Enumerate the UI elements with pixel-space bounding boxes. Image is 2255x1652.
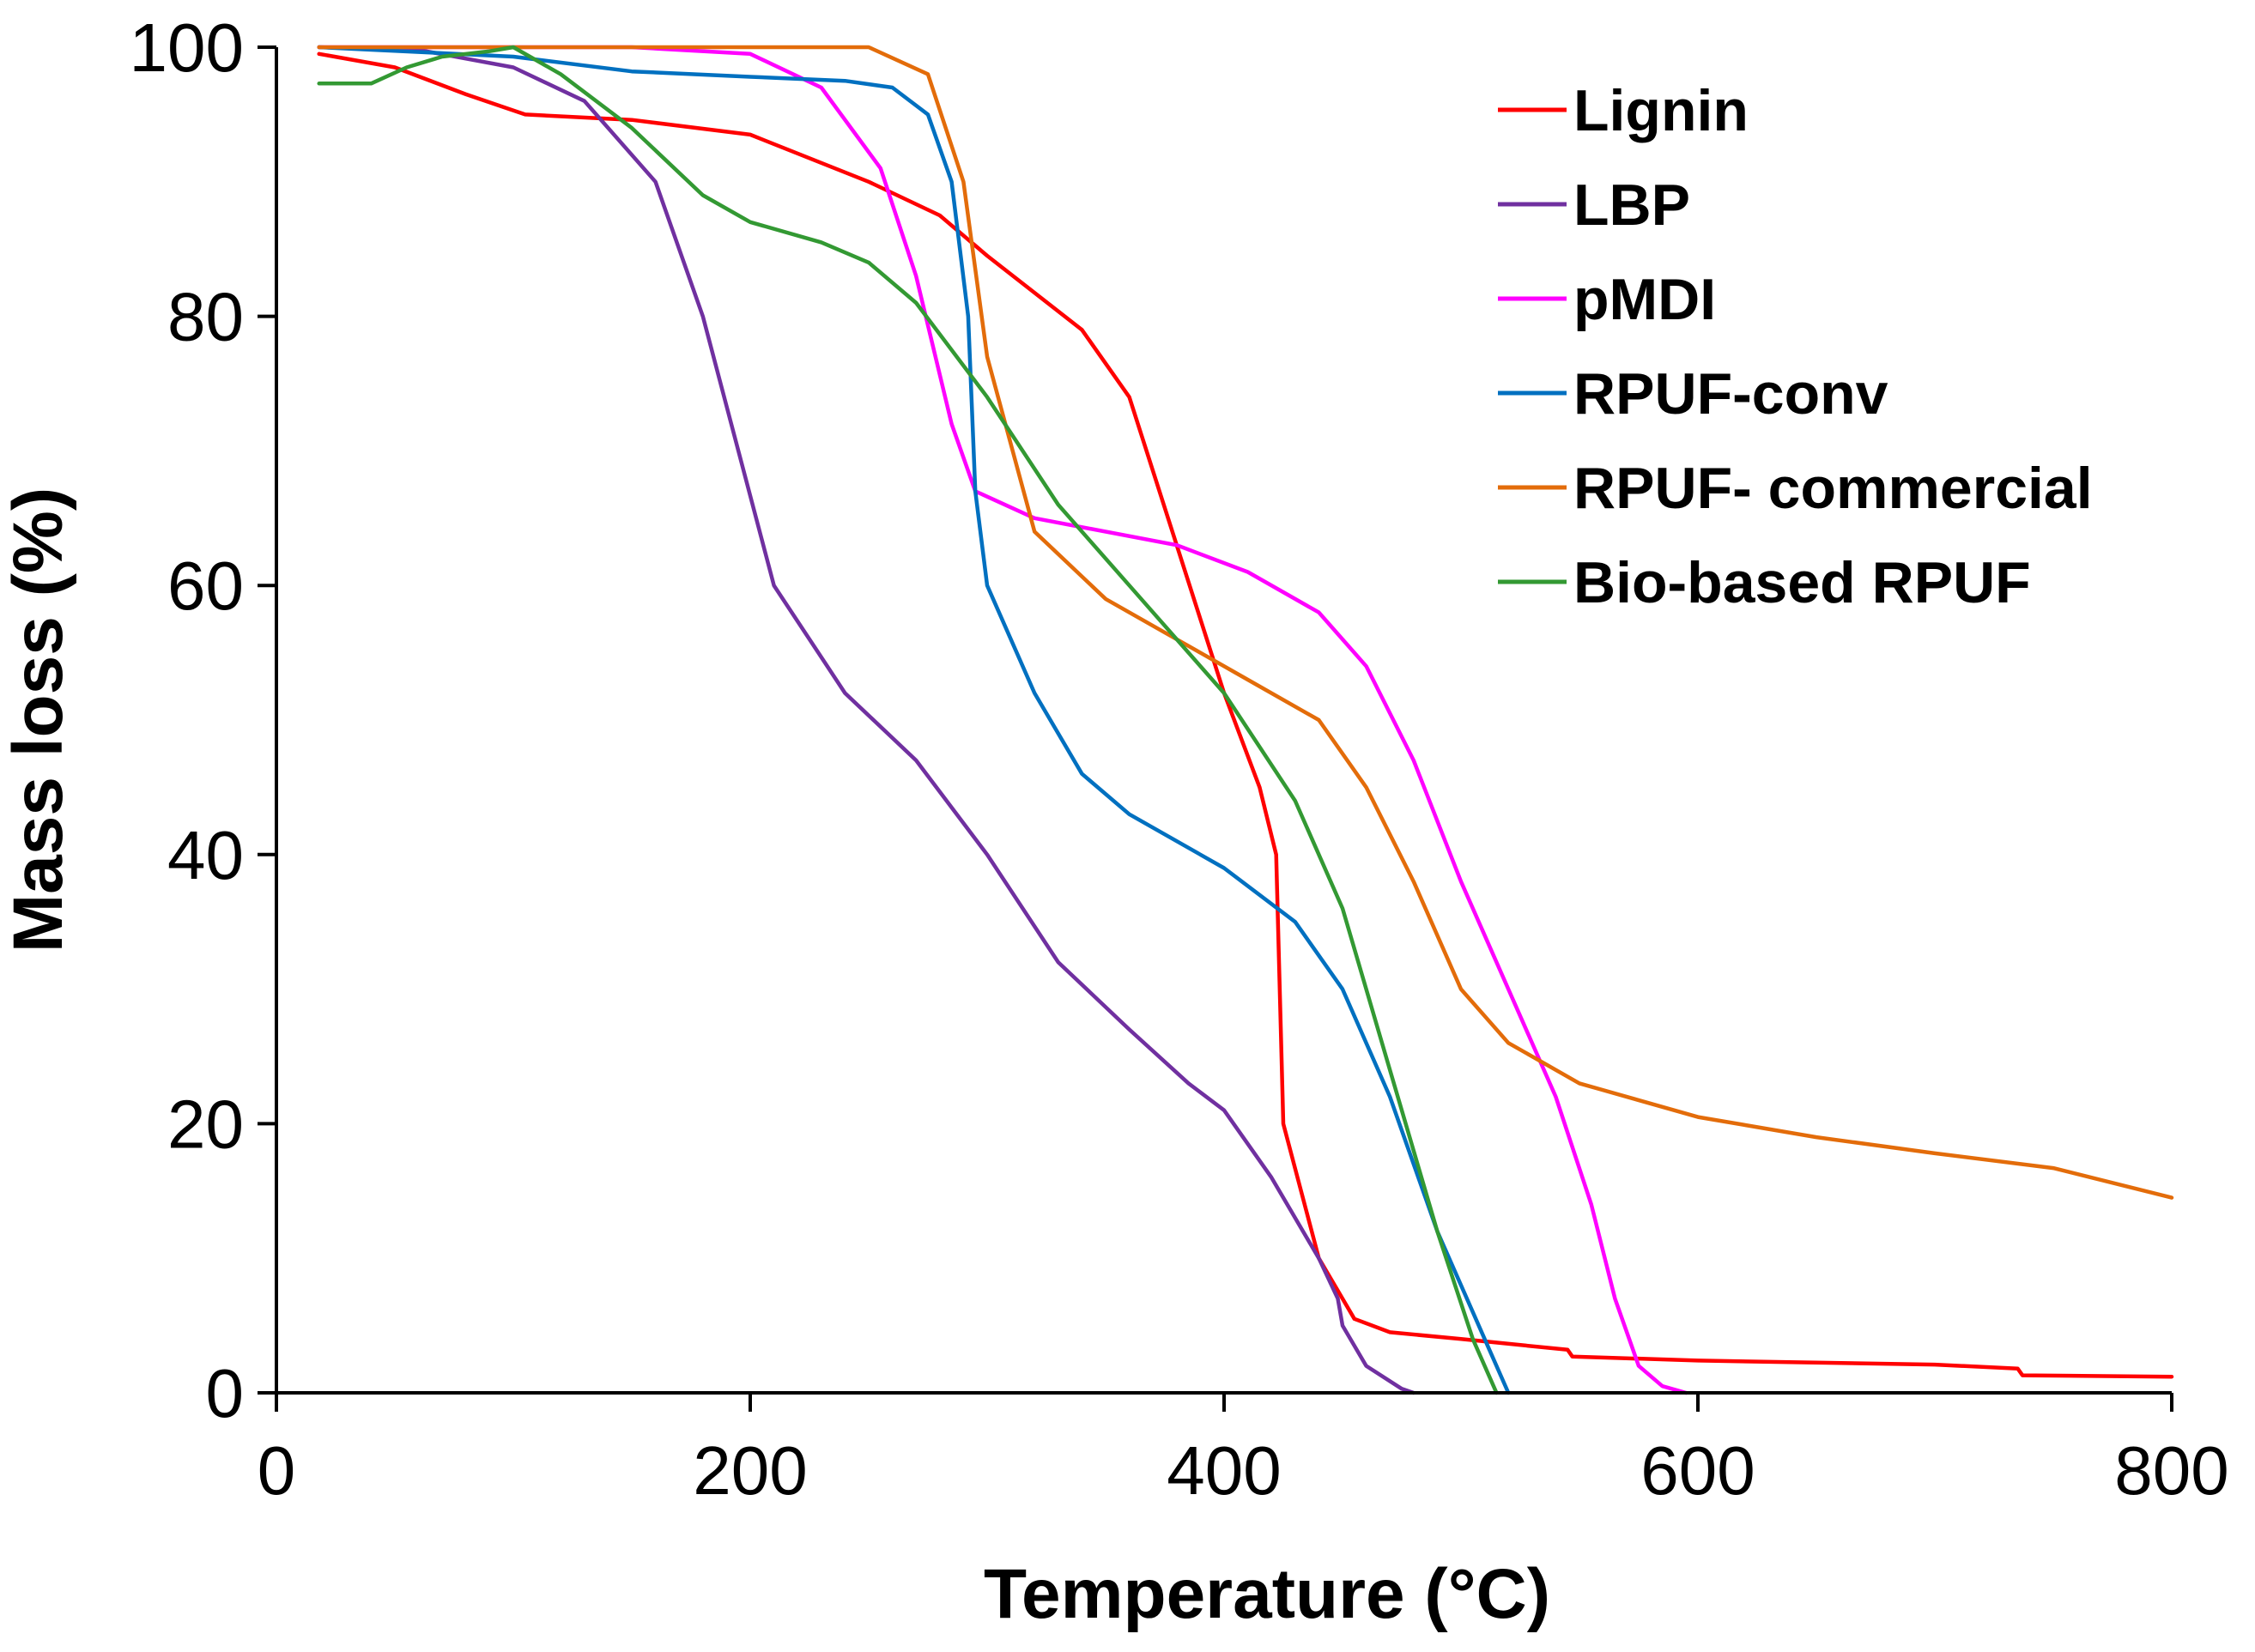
legend-label-rpuf-commercial: RPUF- commercial [1573, 456, 2093, 521]
x-axis-ticks: 0 200 400 600 800 [258, 1393, 2229, 1509]
series-line-bio-based-rpuf [317, 45, 1499, 1395]
x-tick-label: 0 [258, 1432, 296, 1509]
x-tick-label: 400 [1167, 1432, 1281, 1509]
y-axis-title: Mass loss (%) [0, 487, 77, 953]
legend-label-bio-based-rpuf: Bio-based RPUF [1573, 550, 2031, 615]
y-tick-label: 100 [130, 9, 244, 86]
y-tick-label: 0 [206, 1355, 245, 1431]
legend: Lignin LBP pMDI RPUF-conv RPUF- commercial Bi… [1498, 78, 2093, 615]
x-axis-title: Temperature (°C) [984, 1555, 1550, 1633]
x-tick-label: 800 [2114, 1432, 2228, 1509]
legend-label-rpuf-conv: RPUF-conv [1573, 361, 1888, 427]
y-axis-ticks: 0 20 40 60 80 100 [130, 9, 276, 1431]
y-tick-label: 60 [167, 548, 244, 624]
y-tick-label: 80 [167, 279, 244, 355]
legend-label-lbp: LBP [1573, 172, 1690, 238]
x-tick-label: 600 [1640, 1432, 1755, 1509]
series-line-lbp [317, 45, 1416, 1395]
x-tick-label: 200 [693, 1432, 807, 1509]
legend-label-pmdi: pMDI [1573, 267, 1716, 332]
y-tick-label: 40 [167, 817, 244, 893]
series-line-pmdi [317, 45, 1688, 1395]
series-line-rpuf-commercial [317, 45, 2174, 1200]
series-group [317, 45, 2174, 1395]
y-tick-label: 20 [167, 1086, 244, 1162]
series-line-lignin [317, 51, 2174, 1379]
series-line-rpuf-conv [317, 45, 1511, 1395]
legend-label-lignin: Lignin [1573, 78, 1749, 143]
